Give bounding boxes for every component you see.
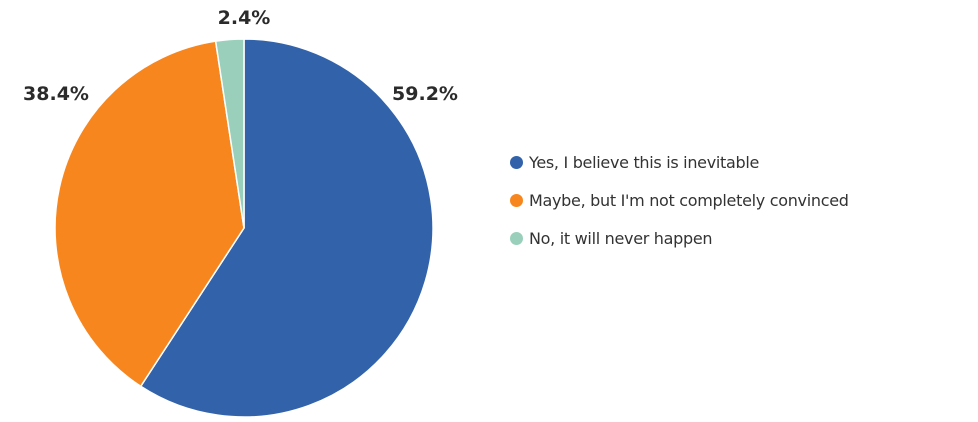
legend-item-yes: Yes, I believe this is inevitable	[510, 152, 849, 172]
pie-slices	[54, 38, 434, 418]
legend-label-no: No, it will never happen	[529, 228, 713, 248]
legend: Yes, I believe this is inevitable Maybe,…	[510, 152, 849, 266]
legend-label-yes: Yes, I believe this is inevitable	[529, 152, 760, 172]
legend-swatch-no	[510, 231, 523, 245]
legend-item-no: No, it will never happen	[510, 228, 849, 248]
legend-item-maybe: Maybe, but I'm not completely convinced	[510, 190, 849, 210]
legend-swatch-yes	[510, 155, 523, 169]
legend-swatch-maybe	[510, 193, 523, 207]
pie-slice-yes	[139, 38, 434, 418]
value-label-no: 2.4%	[218, 7, 271, 29]
pie-slice-maybe	[54, 40, 245, 388]
pie-value-labels: 59.2% 38.4% 2.4%	[23, 7, 458, 105]
value-label-yes: 59.2%	[392, 83, 458, 105]
value-label-maybe: 38.4%	[23, 83, 89, 105]
pie-slice-no	[214, 38, 245, 229]
legend-label-maybe: Maybe, but I'm not completely convinced	[529, 190, 849, 210]
